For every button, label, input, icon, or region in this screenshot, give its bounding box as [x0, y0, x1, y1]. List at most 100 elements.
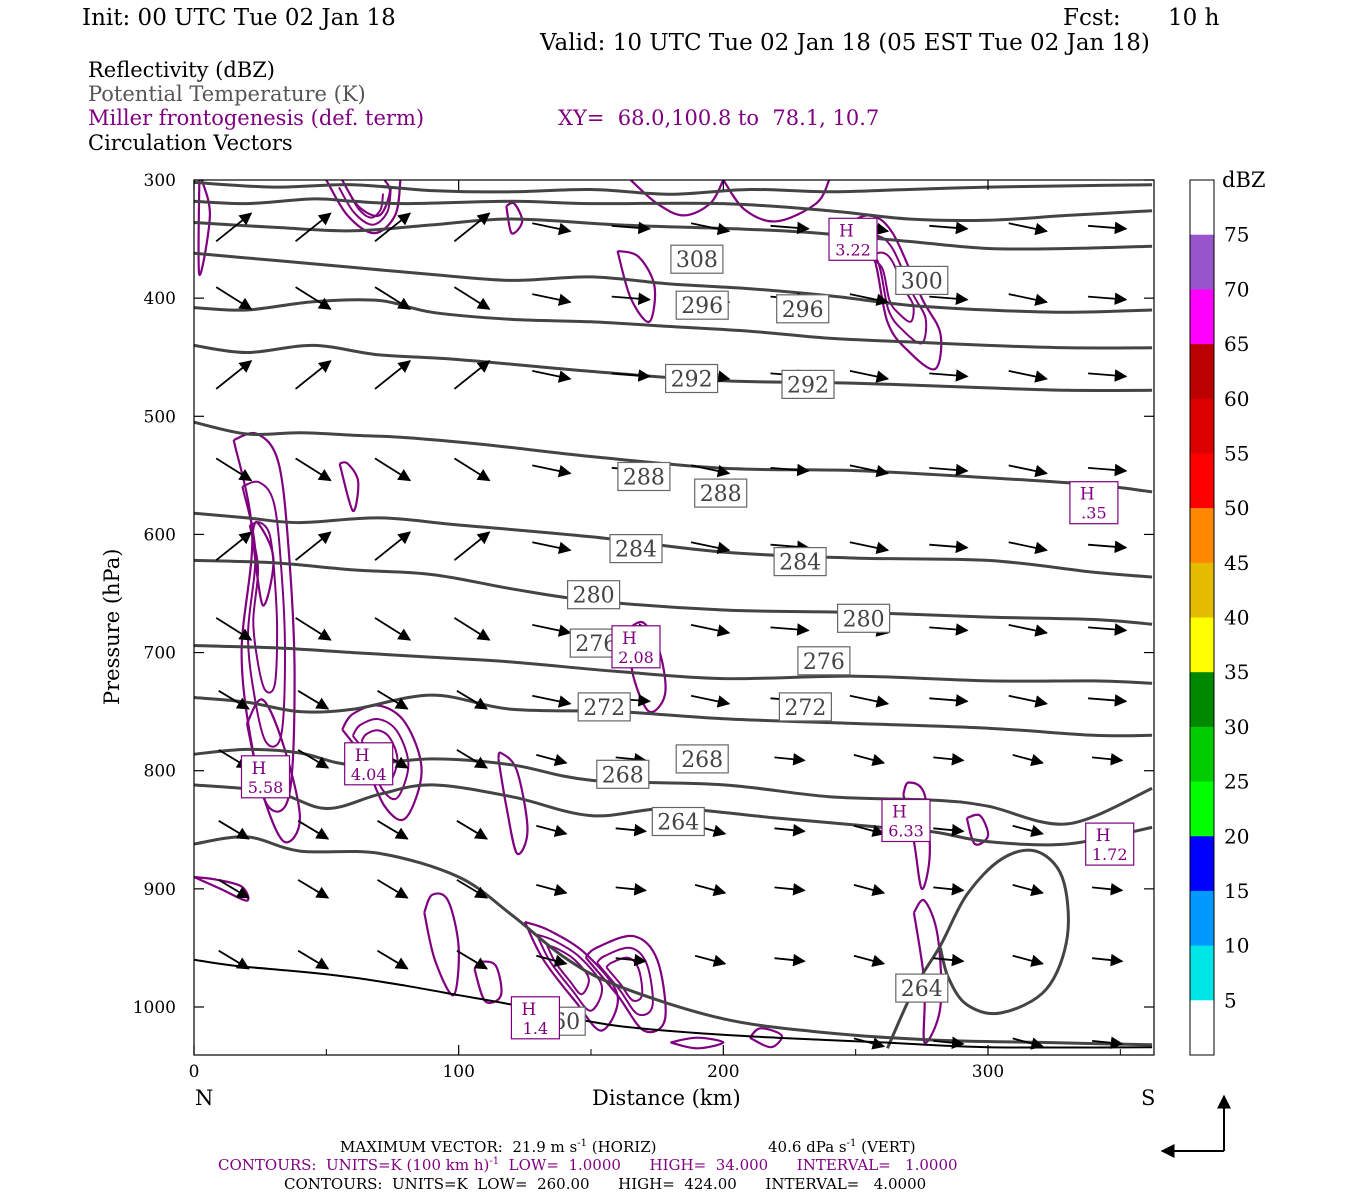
frontogenesis-max: H2.08 — [611, 625, 661, 669]
theta-label-text: 300 — [901, 269, 943, 294]
forecast-label: Fcst: — [1063, 5, 1121, 31]
frontogenesis-contour — [584, 934, 667, 1034]
frontogenesis-contour — [251, 520, 275, 607]
circulation-vector — [377, 879, 409, 899]
circulation-vector — [1008, 624, 1048, 637]
colorbar-segment — [1190, 344, 1214, 400]
circulation-vector — [1088, 623, 1128, 636]
circulation-vector — [453, 212, 491, 243]
colorbar-segment — [1190, 781, 1214, 837]
footer-theta-contours: CONTOURS: UNITS=K LOW= 260.00 HIGH= 424.… — [284, 1175, 927, 1193]
frontogenesis-max-value: 1.4 — [523, 1019, 548, 1038]
theta-label: 308 — [670, 244, 724, 274]
frontogenesis-contour — [629, 180, 725, 217]
frontogenesis-max-box — [1085, 822, 1135, 866]
circulation-vector — [615, 883, 647, 896]
theta-contour-260 — [194, 783, 1153, 847]
circulation-vector — [453, 457, 491, 482]
theta-label-box — [675, 744, 729, 774]
circulation-vector — [456, 949, 488, 970]
y-tick-label: 800 — [144, 762, 176, 782]
colorbar-label: 35 — [1224, 660, 1249, 684]
colorbar-label: 75 — [1224, 223, 1249, 247]
circulation-vector — [929, 623, 969, 636]
colorbar-segment — [1190, 726, 1214, 783]
circulation-vector — [933, 883, 965, 896]
circulation-vector — [611, 292, 651, 305]
circulation-vector — [532, 464, 572, 478]
theta-label-box — [670, 244, 724, 274]
circulation-vector — [215, 457, 253, 482]
theta-label: 288 — [694, 478, 748, 508]
circulation-vector — [1008, 222, 1048, 236]
y-axis-title: Pressure (hPa) — [100, 548, 124, 705]
circulation-vector — [1008, 541, 1048, 555]
colorbar-label: 25 — [1224, 770, 1249, 794]
colorbar-segment — [1190, 1000, 1214, 1056]
frontogenesis-max-value: 6.33 — [888, 822, 924, 841]
frontogenesis-max-box — [828, 217, 878, 261]
colorbar-segment — [1190, 890, 1214, 947]
circulation-vector — [1088, 463, 1128, 477]
theta-label-box — [675, 290, 729, 320]
circulation-vector — [374, 360, 411, 390]
circulation-vector — [453, 531, 491, 561]
circulation-vector — [929, 694, 969, 707]
circulation-vector — [536, 753, 568, 767]
frontogenesis-max-label: H — [355, 746, 370, 766]
colorbar-segment — [1190, 508, 1214, 564]
colorbar-segment — [1190, 836, 1214, 892]
theta-label: 292 — [781, 369, 835, 399]
theta-label-box — [651, 806, 705, 837]
theta-label: 268 — [596, 759, 650, 789]
colorbar-segment — [1190, 562, 1214, 618]
frontogenesis-contour — [338, 186, 392, 226]
frontogenesis-max: H5.58 — [240, 755, 291, 799]
circulation-vector — [929, 292, 969, 305]
colorbar-label: 55 — [1224, 441, 1249, 465]
circulation-vector — [853, 954, 886, 967]
frontogenesis-contour — [670, 1036, 725, 1050]
init-time: Init: 00 UTC Tue 02 Jan 18 — [82, 5, 396, 31]
circulation-vector — [295, 212, 332, 243]
legend-frontogenesis: Miller frontogenesis (def. term) — [88, 106, 425, 130]
frontogenesis-max-label: H — [521, 1000, 536, 1020]
circulation-vector — [933, 953, 965, 967]
frontogenesis-max-label: H — [1080, 485, 1095, 505]
theta-label-box — [776, 294, 830, 324]
circulation-vector — [690, 222, 731, 236]
circulation-vector — [611, 221, 651, 235]
theta-contour-256 — [194, 835, 1153, 1047]
frontogenesis-max-value: 4.04 — [351, 765, 387, 784]
theta-label-text: 288 — [700, 482, 742, 507]
circulation-vector — [295, 531, 332, 561]
circulation-vector — [1088, 540, 1128, 554]
frontogenesis-contour — [868, 251, 915, 323]
colorbar-label: 5 — [1224, 988, 1237, 1012]
theta-label: 296 — [675, 290, 729, 320]
circulation-vector — [849, 370, 890, 383]
colorbar-segment — [1190, 945, 1214, 1001]
circulation-vector — [849, 293, 890, 306]
circulation-vector — [933, 1036, 965, 1050]
theta-label: 292 — [664, 363, 719, 394]
colorbar-segment — [1190, 453, 1214, 509]
colorbar-segment — [1190, 672, 1214, 728]
colorbar-label: 45 — [1224, 551, 1249, 575]
circulation-vector — [849, 694, 890, 708]
theta-label-box — [617, 461, 671, 492]
circulation-vector — [774, 883, 806, 896]
frontogenesis-max-value: 1.72 — [1092, 845, 1128, 864]
theta-label-box — [773, 546, 827, 577]
circulation-vector — [853, 753, 886, 767]
circulation-vector — [770, 623, 810, 636]
circulation-vector — [849, 464, 890, 478]
circulation-vector — [694, 883, 727, 897]
circulation-vector — [456, 749, 488, 769]
theta-label: 284 — [773, 546, 827, 577]
circulation-vector — [1008, 464, 1048, 478]
theta-label-text: 284 — [615, 538, 657, 563]
circulation-vector — [1092, 883, 1124, 896]
circulation-vector — [694, 954, 727, 967]
